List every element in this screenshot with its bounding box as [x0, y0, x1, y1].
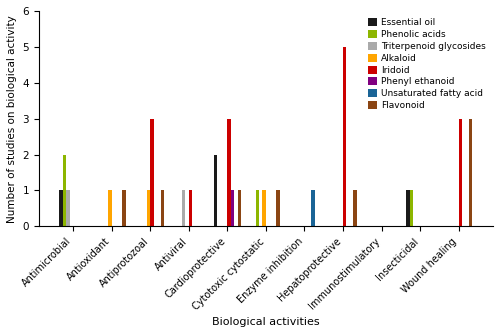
Bar — [150, 119, 154, 226]
Bar — [122, 190, 126, 226]
Bar — [406, 190, 409, 226]
Bar — [276, 190, 280, 226]
Bar — [60, 190, 63, 226]
Bar — [343, 47, 346, 226]
Bar — [66, 190, 70, 226]
Bar — [458, 119, 462, 226]
Bar — [469, 119, 472, 226]
Bar — [354, 190, 357, 226]
Bar — [214, 155, 217, 226]
Bar — [256, 190, 259, 226]
Bar — [228, 119, 231, 226]
Bar — [182, 190, 186, 226]
Bar — [262, 190, 266, 226]
Legend: Essential oil, Phenolic acids, Triterpenoid glycosides, Alkaloid, Iridoid, Pheny: Essential oil, Phenolic acids, Triterpen… — [366, 15, 488, 113]
Bar — [312, 190, 315, 226]
X-axis label: Biological activities: Biological activities — [212, 317, 320, 327]
Bar — [231, 190, 234, 226]
Bar — [108, 190, 112, 226]
Bar — [161, 190, 164, 226]
Bar — [63, 155, 66, 226]
Bar — [410, 190, 413, 226]
Y-axis label: Number of studies on biological activity: Number of studies on biological activity — [7, 15, 17, 222]
Bar — [238, 190, 242, 226]
Bar — [189, 190, 192, 226]
Bar — [147, 190, 150, 226]
